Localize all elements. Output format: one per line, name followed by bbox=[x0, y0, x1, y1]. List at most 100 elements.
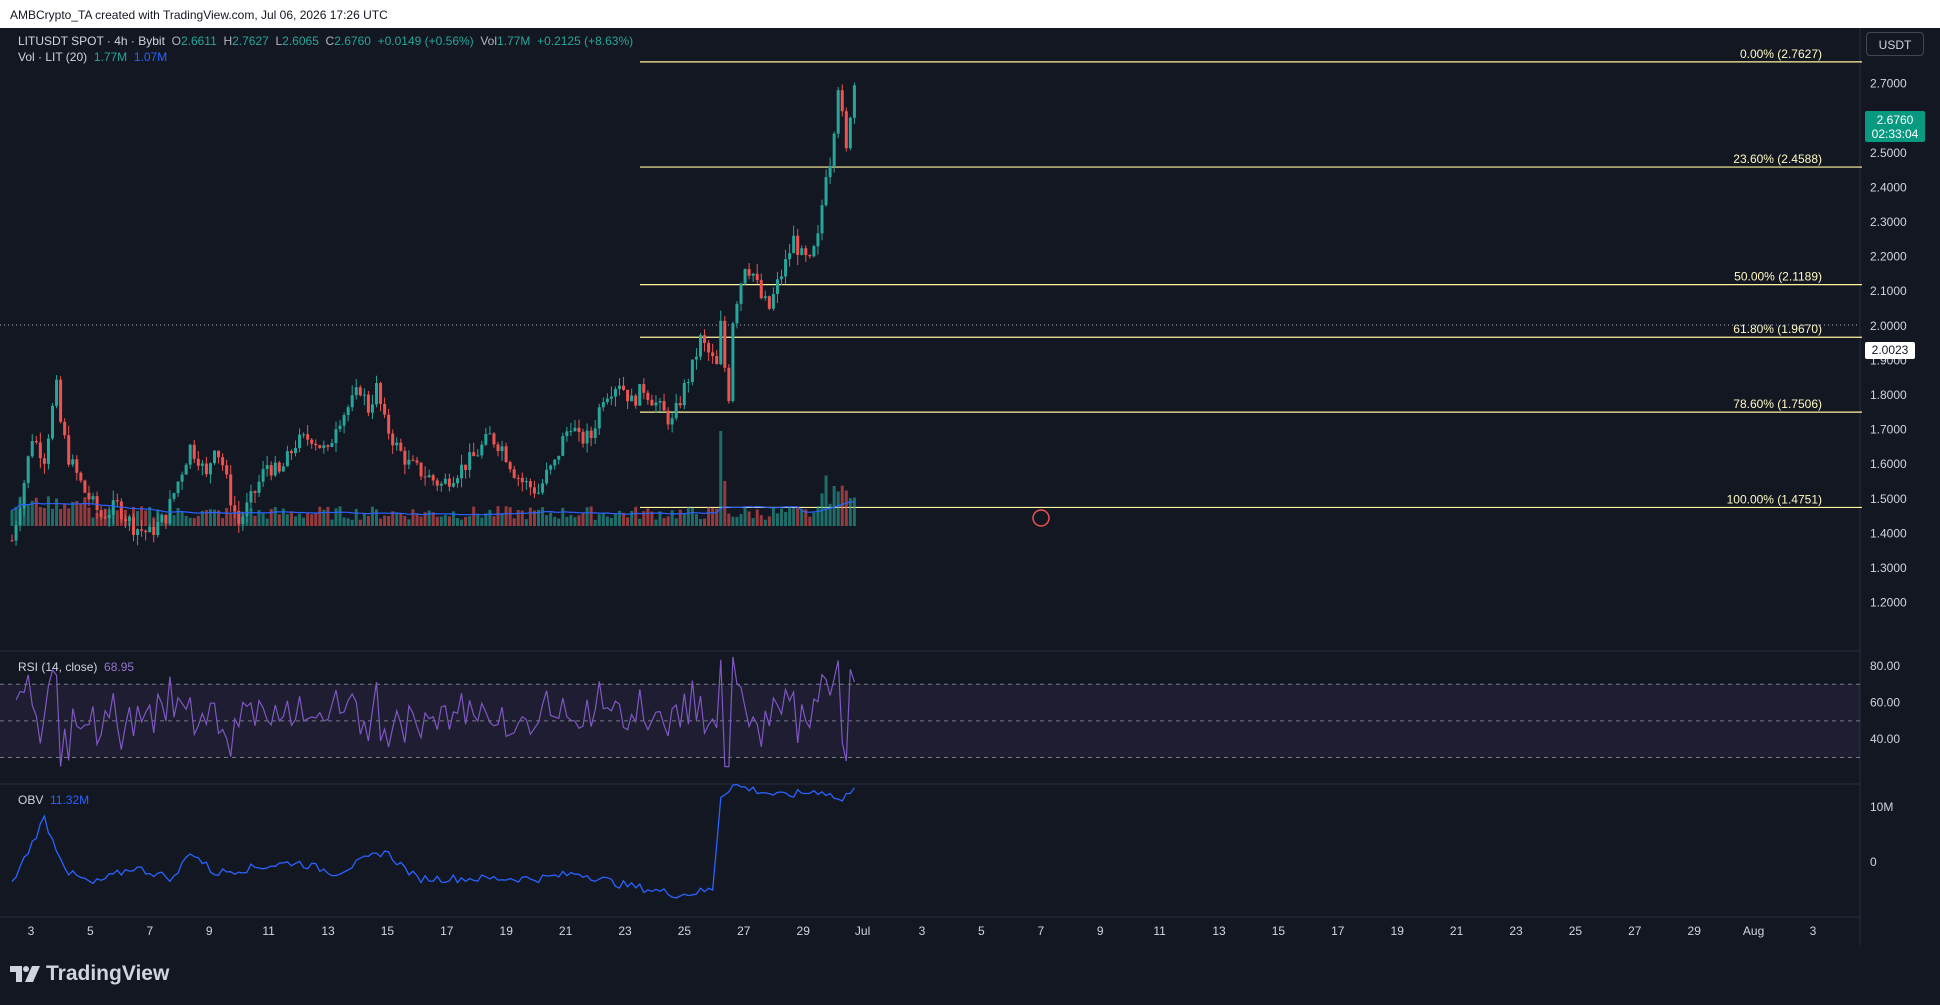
alert-icon bbox=[1032, 509, 1050, 527]
volume-bar bbox=[743, 507, 747, 526]
candle-body bbox=[759, 280, 763, 299]
symbol-label[interactable]: LITUSDT SPOT · 4h · Bybit bbox=[18, 34, 165, 48]
volume-bar bbox=[358, 519, 362, 526]
volume-bar bbox=[188, 517, 192, 526]
candle-body bbox=[711, 352, 715, 357]
rsi-label[interactable]: RSI (14, close) bbox=[18, 660, 98, 674]
candle-body bbox=[585, 430, 589, 444]
price-tick-label: 1.4000 bbox=[1870, 526, 1907, 540]
candle-body bbox=[788, 253, 792, 260]
change-value: +0.0149 (+0.56%) bbox=[377, 34, 474, 48]
candle-body bbox=[557, 455, 561, 460]
volume-bar bbox=[682, 513, 686, 526]
volume-bar bbox=[302, 517, 306, 526]
volume-bar bbox=[581, 512, 585, 526]
candle-body bbox=[111, 500, 115, 515]
volume-bar bbox=[589, 506, 593, 526]
candle-body bbox=[662, 401, 666, 411]
volume-bar bbox=[152, 517, 156, 526]
candle-body bbox=[346, 407, 350, 415]
candle-body bbox=[516, 477, 520, 479]
volume-bar bbox=[593, 519, 597, 526]
volume-bar bbox=[512, 518, 516, 526]
volume-bar bbox=[148, 506, 152, 526]
volume-bar bbox=[419, 516, 423, 526]
candle-body bbox=[618, 385, 621, 389]
volume-bar bbox=[180, 512, 184, 526]
volume-indicator-label[interactable]: Vol · LIT (20) bbox=[18, 50, 88, 64]
candle-body bbox=[342, 414, 346, 426]
volume-bar bbox=[91, 517, 95, 526]
time-tick-label: 21 bbox=[1450, 924, 1464, 938]
volume-bar bbox=[516, 510, 520, 526]
candle-body bbox=[265, 465, 269, 470]
volume-bar bbox=[557, 518, 561, 526]
volume-bar bbox=[447, 516, 451, 526]
volume-bar bbox=[261, 512, 265, 526]
candle-body bbox=[512, 469, 516, 478]
volume-bar bbox=[370, 506, 374, 526]
candle-body bbox=[391, 433, 395, 446]
volume-bar bbox=[127, 516, 131, 526]
volume-bar bbox=[836, 491, 840, 526]
candle-body bbox=[419, 462, 423, 477]
volume-bar bbox=[140, 506, 144, 526]
candle-body bbox=[755, 273, 759, 281]
volume-bar bbox=[164, 515, 168, 526]
tradingview-logo[interactable]: TradingView bbox=[10, 962, 169, 986]
time-tick-label: 13 bbox=[1212, 924, 1226, 938]
volume-bar bbox=[229, 512, 233, 526]
price-tick-label: 2.5000 bbox=[1870, 146, 1907, 160]
candle-body bbox=[431, 475, 435, 481]
volume-bar bbox=[79, 503, 83, 526]
time-tick-label: 21 bbox=[559, 924, 573, 938]
candle-body bbox=[160, 514, 164, 522]
volume-bar bbox=[500, 513, 504, 526]
chart-area[interactable]: 2.80002.70002.60002.50002.40002.30002.20… bbox=[0, 28, 1940, 945]
rsi-line bbox=[15, 656, 855, 768]
volume-bar bbox=[427, 510, 431, 526]
volume-bar bbox=[662, 518, 666, 526]
candle-body bbox=[589, 430, 593, 439]
volume-bar bbox=[654, 519, 658, 526]
candle-body bbox=[184, 464, 188, 475]
candle-body bbox=[411, 459, 415, 461]
obv-label[interactable]: OBV bbox=[18, 793, 44, 807]
candle-body bbox=[196, 458, 200, 466]
chart-canvas[interactable]: 2.80002.70002.60002.50002.40002.30002.20… bbox=[0, 28, 1940, 945]
volume-bar bbox=[115, 510, 119, 526]
candle-body bbox=[439, 483, 443, 486]
candle-body bbox=[808, 255, 812, 257]
candle-body bbox=[520, 477, 524, 483]
volume-bar bbox=[496, 506, 500, 526]
time-tick-label: 7 bbox=[1037, 924, 1044, 938]
candle-body bbox=[217, 450, 221, 458]
candle-body bbox=[504, 446, 508, 463]
currency-button[interactable]: USDT bbox=[1866, 32, 1924, 56]
volume-bar bbox=[646, 508, 650, 526]
candle-body bbox=[233, 505, 237, 511]
price-tick-label: 2.3000 bbox=[1870, 215, 1907, 229]
candle-body bbox=[192, 444, 196, 459]
candle-body bbox=[156, 521, 160, 536]
candle-body bbox=[99, 510, 103, 517]
volume-bar bbox=[824, 475, 828, 526]
candle-body bbox=[204, 463, 208, 475]
rsi-legend: RSI (14, close) 68.95 bbox=[18, 660, 134, 674]
volume-bar bbox=[241, 512, 245, 526]
candle-body bbox=[387, 414, 391, 434]
candle-body bbox=[298, 434, 302, 449]
candle-body bbox=[168, 498, 172, 524]
volume-bar bbox=[407, 519, 411, 526]
volume-bar bbox=[800, 508, 804, 526]
candle-body bbox=[682, 382, 686, 406]
candle-body bbox=[67, 435, 71, 465]
candle-body bbox=[456, 478, 459, 484]
candle-body bbox=[613, 388, 617, 397]
volume-bar bbox=[22, 505, 26, 526]
volume-bar bbox=[391, 511, 395, 526]
time-tick-label: 17 bbox=[440, 924, 454, 938]
candle-body bbox=[326, 445, 330, 447]
candle-body bbox=[26, 456, 30, 484]
candle-body bbox=[541, 483, 545, 493]
